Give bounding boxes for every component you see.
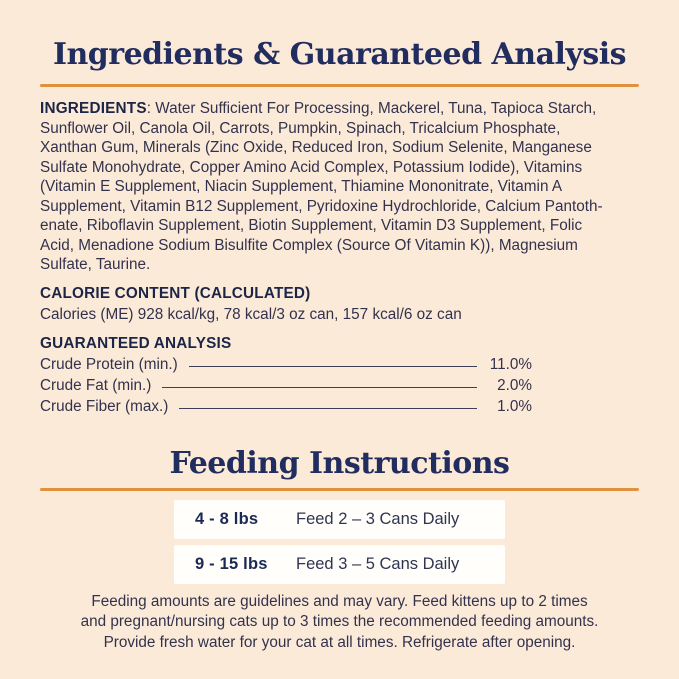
ingredients-line: Sunflower Oil, Canola Oil, Carrots, Pump… xyxy=(40,119,561,137)
feeding-instructions-title: Feeding Instructions xyxy=(169,445,510,481)
ingredients-line: Sulfate Monohydrate, Copper Amino Acid C… xyxy=(40,158,583,176)
note-line: Provide fresh water for your cat at all … xyxy=(103,634,576,652)
analysis-value: 2.0% xyxy=(497,377,532,394)
ingredients-label: INGREDIENTS xyxy=(40,100,147,117)
ingredients-line: enate, Riboflavin Supplement, Biotin Sup… xyxy=(40,217,583,234)
feeding-row: 4 - 8 lbs Feed 2 – 3 Cans Daily xyxy=(174,499,505,539)
ingredients-line: (Vitamin E Supplement, Niacin Supplement… xyxy=(40,178,563,195)
weight-range: 9 - 15 lbs xyxy=(195,554,268,573)
analysis-row: Crude Fat (min.) 2.0% xyxy=(40,376,532,397)
feeding-table: 4 - 8 lbs Feed 2 – 3 Cans Daily 9 - 15 l… xyxy=(174,499,505,584)
ingredients-text: : Water Sufficient For Processing, Macke… xyxy=(146,100,597,117)
ingredients-line: Supplement, Vitamin B12 Supplement, Pyri… xyxy=(40,197,603,215)
title-divider xyxy=(40,84,639,87)
page-title: Ingredients & Guaranteed Analysis xyxy=(52,37,627,72)
analysis-row: Crude Fiber (max.) 1.0% xyxy=(40,397,532,418)
nutrition-label-panel: Ingredients & Guaranteed Analysis INGRED… xyxy=(40,37,639,654)
ingredients-paragraph: INGREDIENTS: Water Sufficient For Proces… xyxy=(40,99,639,275)
analysis-value: 1.0% xyxy=(497,398,532,415)
note-line: Feeding amounts are guidelines and may v… xyxy=(91,592,588,610)
guaranteed-analysis-table: Crude Protein (min.) 11.0% Crude Fat (mi… xyxy=(40,355,532,418)
analysis-row: Crude Protein (min.) 11.0% xyxy=(40,355,532,376)
feeding-guidelines-note: Feeding amounts are guidelines and may v… xyxy=(40,592,639,654)
leader-line xyxy=(179,407,477,409)
analysis-label: Crude Fiber (max.) xyxy=(40,398,169,415)
weight-range: 4 - 8 lbs xyxy=(195,509,259,528)
guaranteed-analysis-heading: GUARANTEED ANALYSIS xyxy=(40,334,232,352)
ingredients-line: Xanthan Gum, Minerals (Zinc Oxide, Reduc… xyxy=(40,139,592,156)
leader-line xyxy=(188,365,477,367)
note-line: and pregnant/nursing cats up to 3 times … xyxy=(80,613,599,631)
analysis-value: 11.0% xyxy=(489,356,532,373)
calorie-content-text: Calories (ME) 928 kcal/kg, 78 kcal/3 oz … xyxy=(40,305,462,323)
analysis-label: Crude Fat (min.) xyxy=(40,377,152,394)
feeding-row: 9 - 15 lbs Feed 3 – 5 Cans Daily xyxy=(174,544,505,584)
ingredients-line: INGREDIENTS: Water Sufficient For Proces… xyxy=(40,99,639,119)
analysis-label: Crude Protein (min.) xyxy=(40,356,178,373)
feeding-amount: Feed 3 – 5 Cans Daily xyxy=(296,554,460,573)
feeding-amount: Feed 2 – 3 Cans Daily xyxy=(296,509,460,528)
ingredients-line: Acid, Menadione Sodium Bisulfite Complex… xyxy=(40,236,578,254)
ingredients-line: Sulfate, Taurine. xyxy=(40,256,151,273)
calorie-content-heading: CALORIE CONTENT (CALCULATED) xyxy=(40,284,311,302)
leader-line xyxy=(162,386,477,388)
feeding-divider xyxy=(40,487,639,491)
